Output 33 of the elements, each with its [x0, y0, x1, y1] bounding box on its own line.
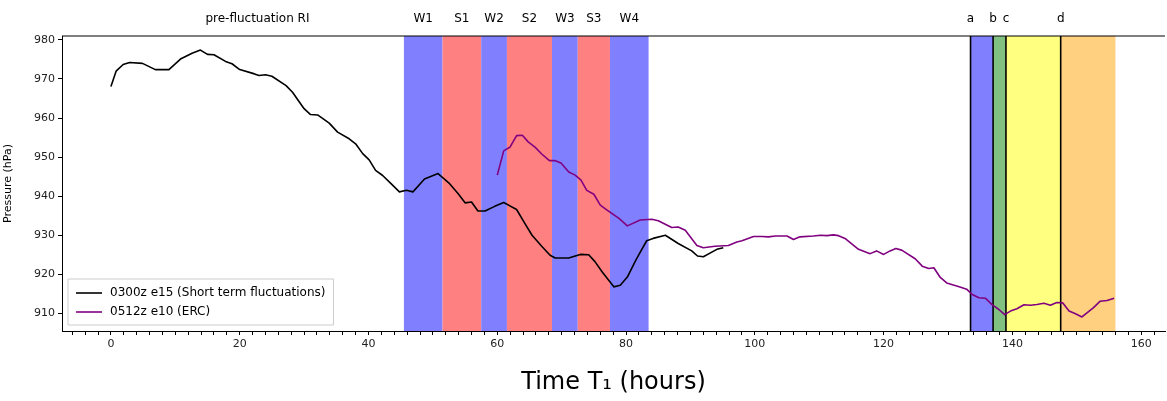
y-axis-title: Pressure (hPa)	[1, 144, 15, 223]
band-label: S2	[521, 11, 538, 25]
band-label: W4	[619, 11, 640, 25]
band-label: W1	[413, 11, 433, 25]
x-tick-label: 80	[619, 337, 634, 351]
band-label: W3	[555, 11, 575, 25]
x-tick-label: 120	[873, 337, 895, 351]
x-axis-title: Time T₁ (hours)	[520, 366, 706, 395]
text: pre-fluctuation RI	[205, 11, 310, 25]
band-label: S1	[454, 11, 470, 25]
legend-label: 0300z e15 (Short term fluctuations)	[110, 285, 326, 300]
x-tick-label: 0	[107, 337, 115, 351]
band-label: W2	[484, 11, 504, 25]
y-tick-label: 940	[34, 189, 55, 203]
ref-line-label: b	[989, 11, 997, 25]
x-tick-label: 160	[1130, 337, 1152, 351]
y-tick-label: 920	[34, 267, 55, 281]
ref-line-label: d	[1056, 11, 1065, 25]
x-tick-label: 100	[744, 337, 766, 351]
legend-label: 0512z e10 (ERC)	[110, 304, 211, 319]
x-tick-label: 20	[232, 337, 247, 351]
x-tick-label: 140	[1001, 337, 1023, 351]
x-tick-label: 40	[361, 337, 376, 351]
y-tick-label: 950	[34, 149, 55, 163]
y-tick-label: 970	[34, 71, 55, 85]
y-tick-label: 930	[34, 228, 55, 242]
y-tick-label: 960	[34, 110, 55, 124]
ref-line-label: a	[966, 11, 975, 25]
y-tick-label: 910	[34, 306, 55, 320]
x-tick-label: 60	[490, 337, 505, 351]
y-tick-label: 980	[34, 32, 55, 46]
band-label: S3	[586, 11, 602, 25]
ref-line-label: c	[1002, 11, 1010, 25]
